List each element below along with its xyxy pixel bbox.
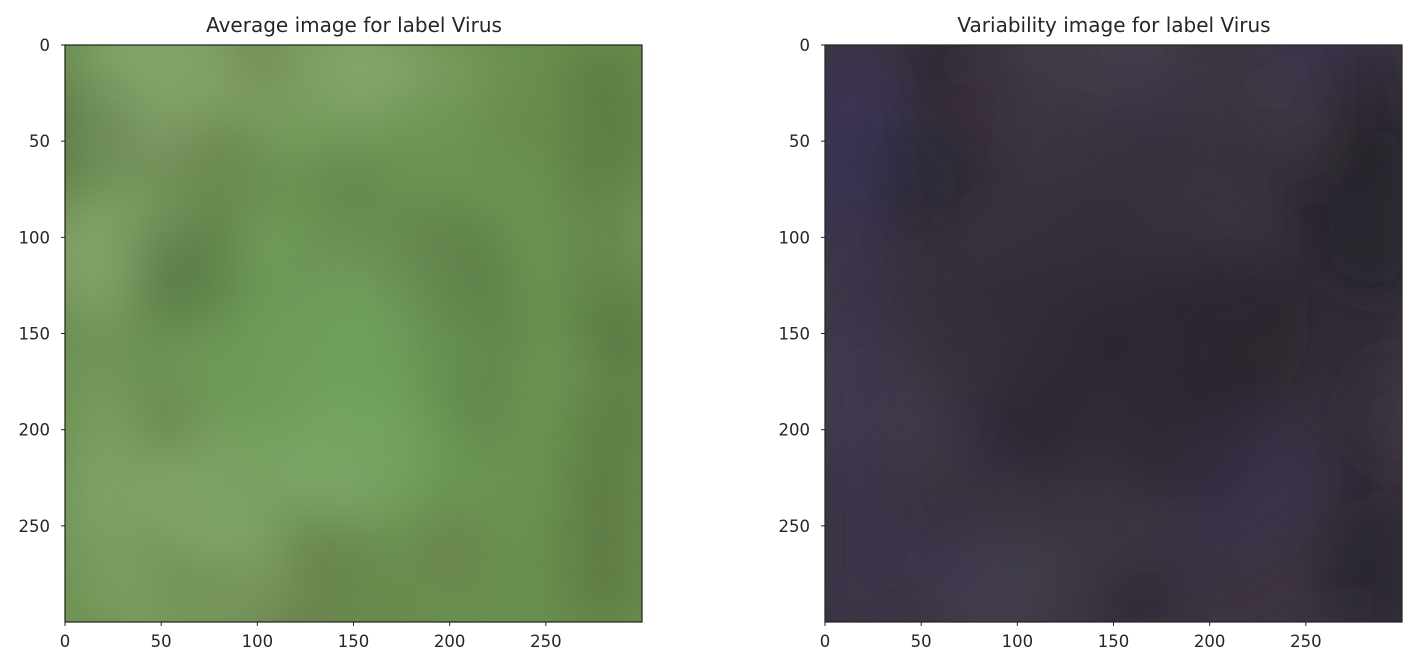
- y-tick-label: 100: [19, 228, 51, 247]
- x-tick-label: 250: [1290, 632, 1322, 651]
- x-tick-label: 200: [1194, 632, 1226, 651]
- average-image-chart: Average image for label Virus 0 50 100 150 20…: [19, 13, 643, 651]
- y-tick-label: 150: [19, 325, 51, 344]
- average-image-panel: Average image for label Virus 0 50 100 150 20…: [0, 0, 708, 671]
- x-tick-label: 0: [60, 632, 71, 651]
- y-tick-label: 150: [779, 325, 811, 344]
- center-glow: [65, 45, 642, 622]
- x-tick-label: 250: [530, 632, 562, 651]
- y-tick-label: 0: [800, 36, 811, 55]
- y-tick-label: 250: [19, 517, 51, 536]
- x-tick-label: 200: [434, 632, 466, 651]
- y-tick-label: 100: [779, 228, 811, 247]
- x-tick-label: 0: [820, 632, 831, 651]
- x-tick-label: 100: [1002, 632, 1034, 651]
- variability-image-panel: Variability image for label Virus 0 50 100 1…: [708, 0, 1416, 671]
- chart-title: Variability image for label Virus: [957, 13, 1270, 37]
- x-tick-label: 100: [242, 632, 274, 651]
- x-tick-label: 150: [338, 632, 370, 651]
- y-tick-label: 200: [779, 421, 811, 440]
- chart-title: Average image for label Virus: [206, 13, 502, 37]
- y-tick-label: 50: [29, 132, 50, 151]
- x-tick-label: 150: [1098, 632, 1130, 651]
- center-glow: [825, 45, 1402, 622]
- image-area: [65, 45, 642, 622]
- variability-image-chart: Variability image for label Virus 0 50 100 1…: [779, 13, 1403, 651]
- y-tick-label: 200: [19, 421, 51, 440]
- y-tick-label: 250: [779, 517, 811, 536]
- x-tick-label: 50: [911, 632, 932, 651]
- y-tick-label: 0: [40, 36, 51, 55]
- image-area: [825, 45, 1402, 622]
- y-tick-label: 50: [789, 132, 810, 151]
- x-tick-label: 50: [151, 632, 172, 651]
